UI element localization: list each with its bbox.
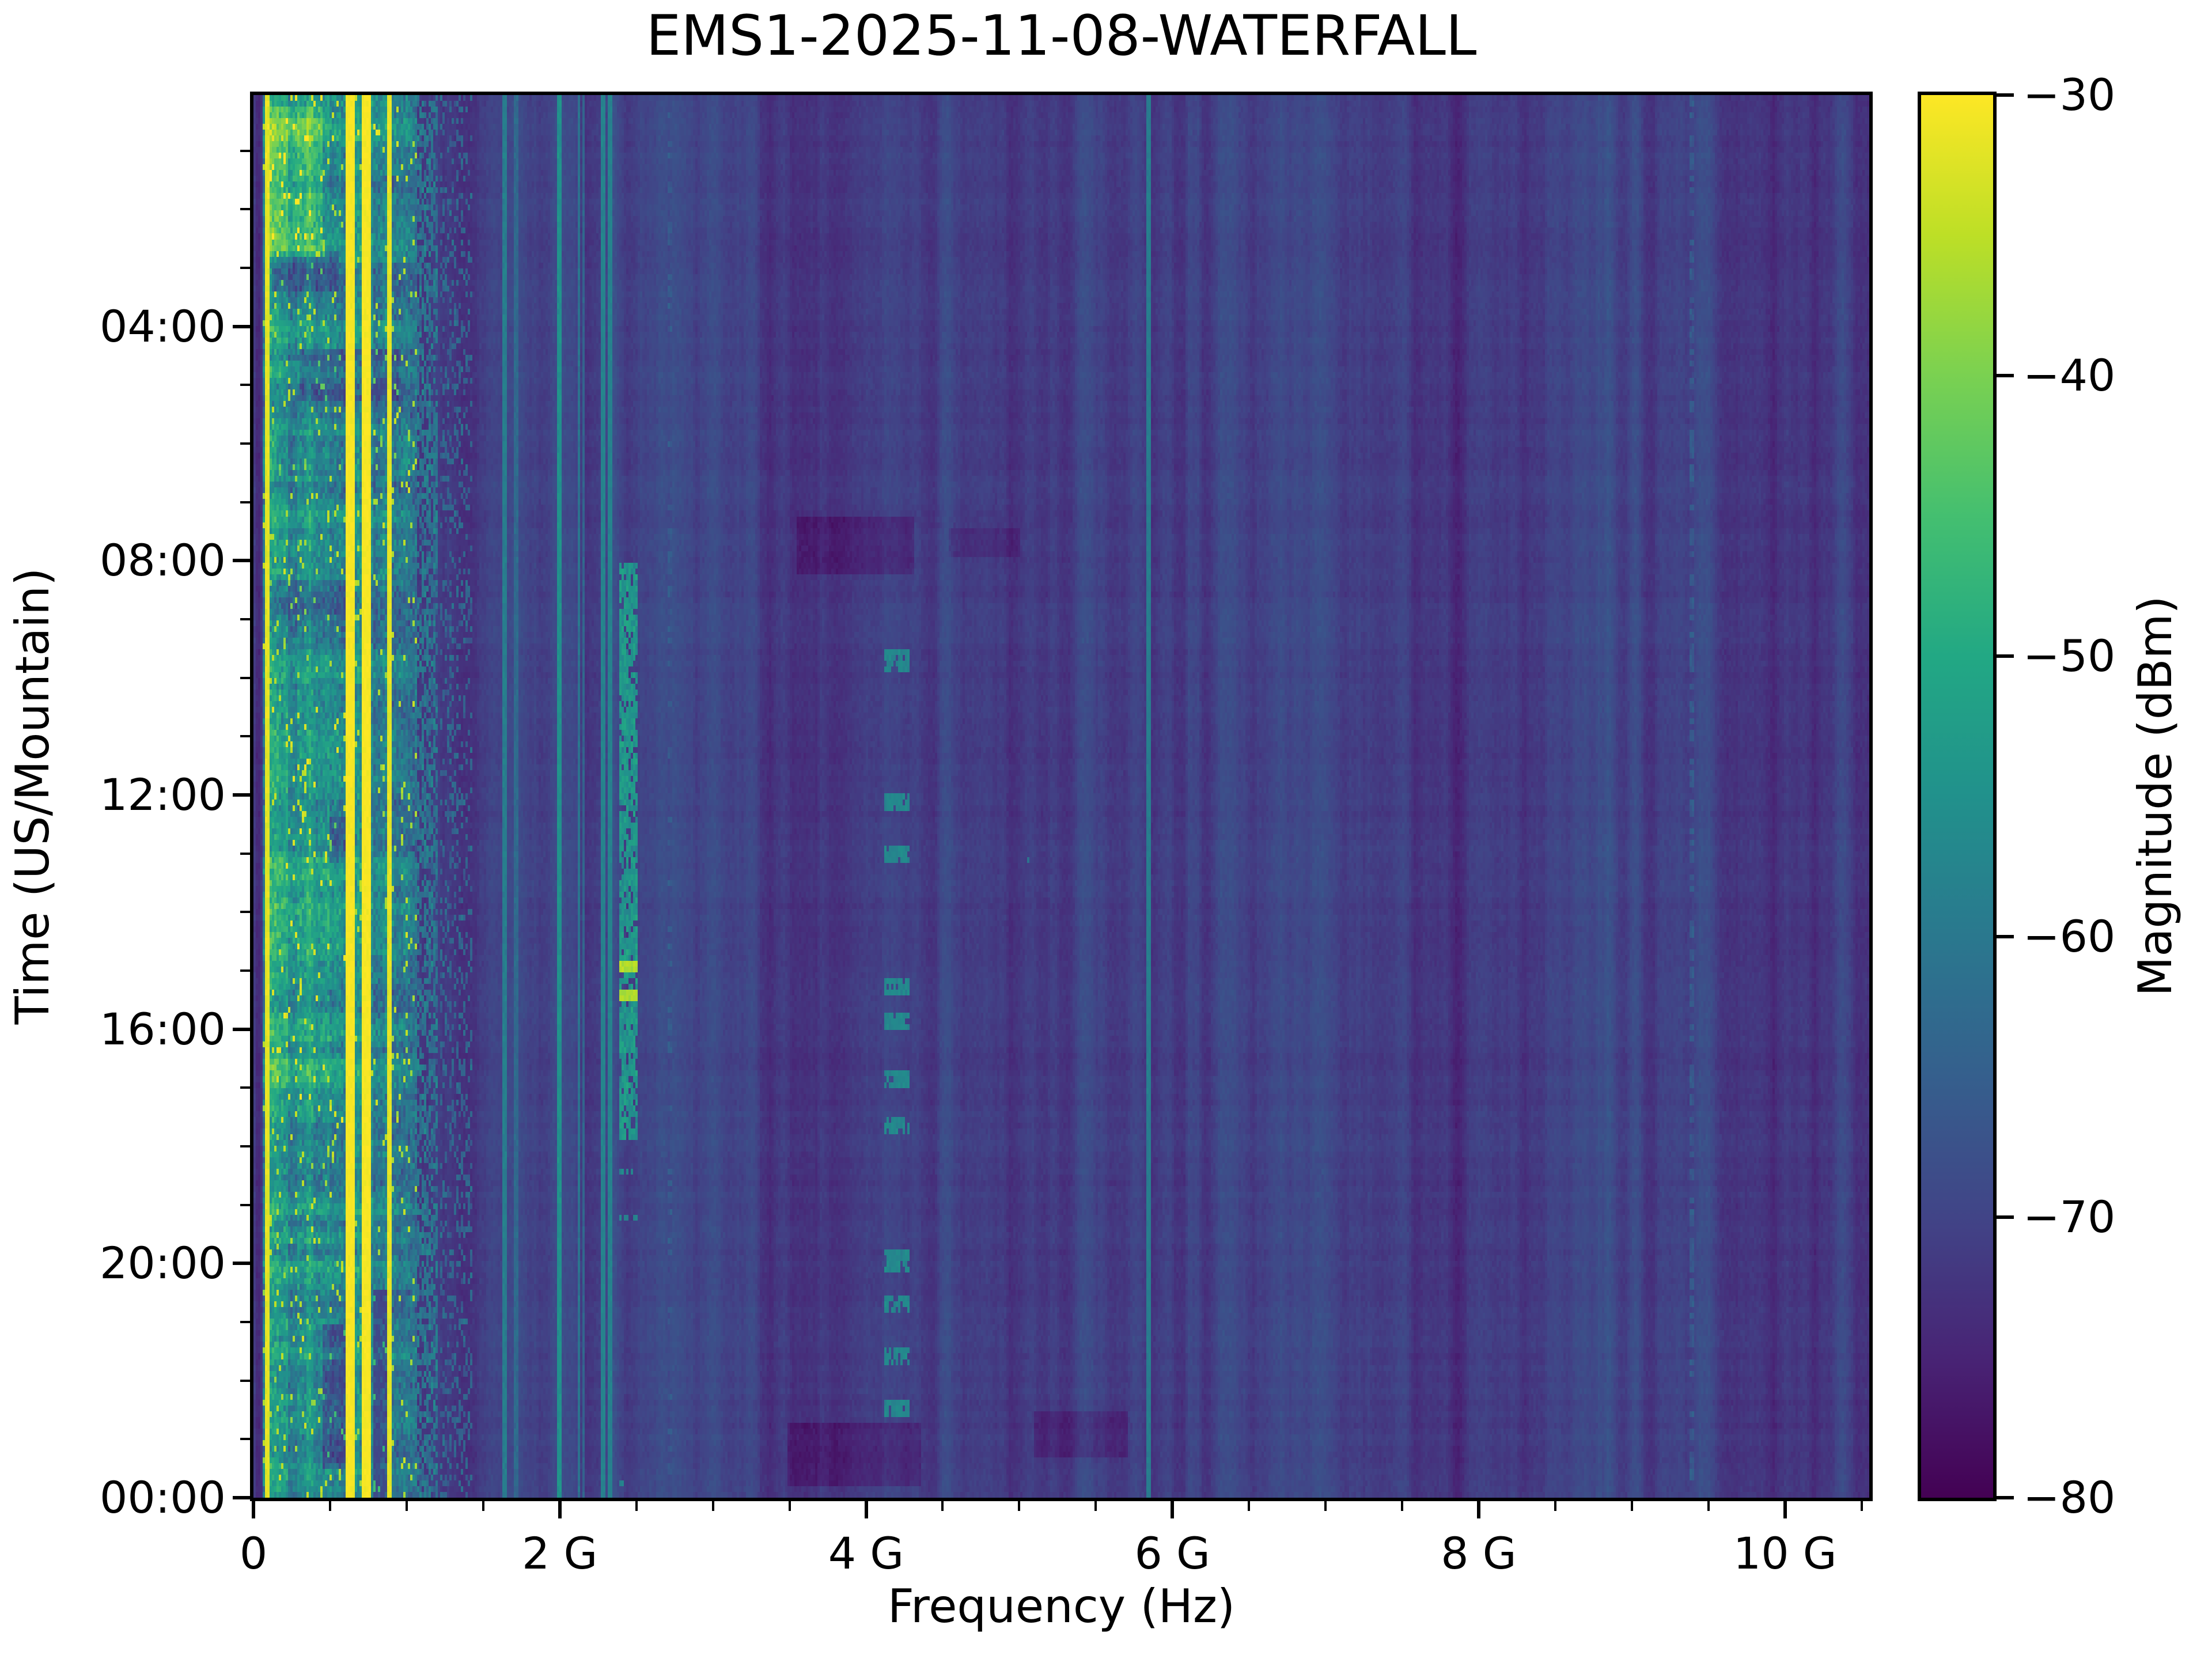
x-minor-tick xyxy=(711,1501,714,1511)
y-minor-tick xyxy=(240,384,250,387)
y-minor-tick xyxy=(240,618,250,620)
colorbar-tick-label: −40 xyxy=(2023,350,2116,401)
x-minor-tick xyxy=(1630,1501,1633,1511)
x-major-tick xyxy=(1783,1501,1787,1518)
x-major-tick xyxy=(1171,1501,1175,1518)
y-tick-label: 16:00 xyxy=(99,1003,226,1055)
y-minor-tick xyxy=(240,911,250,914)
colorbar-gradient xyxy=(1921,95,1993,1498)
y-minor-tick xyxy=(240,501,250,503)
x-minor-tick xyxy=(1324,1501,1327,1511)
x-tick-label: 8 G xyxy=(1441,1528,1517,1579)
y-tick-label: 04:00 xyxy=(99,300,226,352)
x-axis-label: Frequency (Hz) xyxy=(887,1580,1236,1633)
y-tick-label: 08:00 xyxy=(99,535,226,586)
y-tick-label: 00:00 xyxy=(99,1472,226,1523)
colorbar-tick xyxy=(1997,374,2014,377)
x-minor-tick xyxy=(328,1501,331,1511)
y-tick-label: 12:00 xyxy=(99,768,226,820)
x-minor-tick xyxy=(635,1501,638,1511)
colorbar-tick xyxy=(1997,935,2014,938)
colorbar-tick-label: −30 xyxy=(2023,69,2116,120)
x-minor-tick xyxy=(788,1501,791,1511)
x-minor-tick xyxy=(405,1501,408,1511)
axes-frame xyxy=(250,92,1873,1501)
y-major-tick xyxy=(233,324,250,328)
y-axis-label: Time (US/Mountain) xyxy=(6,567,59,1025)
y-minor-tick xyxy=(240,735,250,738)
y-major-tick xyxy=(233,793,250,797)
x-major-tick xyxy=(252,1501,255,1518)
colorbar-tick xyxy=(1997,1496,2014,1499)
y-major-tick xyxy=(233,559,250,563)
colorbar-label: Magnitude (dBm) xyxy=(2128,596,2182,997)
x-tick-label: 2 G xyxy=(522,1528,598,1579)
x-minor-tick xyxy=(1554,1501,1556,1511)
y-minor-tick xyxy=(240,1320,250,1323)
colorbar-tick xyxy=(1997,1215,2014,1219)
colorbar-tick xyxy=(1997,654,2014,658)
y-minor-tick xyxy=(240,676,250,679)
x-major-tick xyxy=(558,1501,562,1518)
y-major-tick xyxy=(233,1262,250,1266)
y-minor-tick xyxy=(240,1145,250,1147)
colorbar-tick-label: −80 xyxy=(2023,1472,2116,1523)
colorbar-frame xyxy=(1918,92,1997,1501)
y-tick-label: 20:00 xyxy=(99,1237,226,1289)
waterfall-heatmap xyxy=(253,95,1869,1498)
y-minor-tick xyxy=(240,852,250,855)
x-minor-tick xyxy=(1401,1501,1404,1511)
y-minor-tick xyxy=(240,969,250,972)
x-major-tick xyxy=(864,1501,868,1518)
x-minor-tick xyxy=(1860,1501,1863,1511)
y-minor-tick xyxy=(240,442,250,445)
y-major-tick xyxy=(233,1027,250,1031)
colorbar-tick-label: −70 xyxy=(2023,1191,2116,1243)
x-minor-tick xyxy=(1018,1501,1021,1511)
y-major-tick xyxy=(233,1496,250,1499)
y-minor-tick xyxy=(240,1203,250,1206)
x-minor-tick xyxy=(1248,1501,1251,1511)
x-minor-tick xyxy=(1094,1501,1097,1511)
colorbar-tick-label: −60 xyxy=(2023,911,2116,962)
x-minor-tick xyxy=(482,1501,484,1511)
x-tick-label: 6 G xyxy=(1134,1528,1210,1579)
x-minor-tick xyxy=(1707,1501,1710,1511)
y-minor-tick xyxy=(240,1438,250,1441)
y-minor-tick xyxy=(240,149,250,152)
x-minor-tick xyxy=(941,1501,944,1511)
y-minor-tick xyxy=(240,208,250,211)
y-minor-tick xyxy=(240,266,250,269)
chart-title: EMS1-2025-11-08-WATERFALL xyxy=(646,3,1477,68)
x-tick-label: 10 G xyxy=(1733,1528,1837,1579)
colorbar-tick xyxy=(1997,93,2014,97)
x-tick-label: 0 xyxy=(239,1528,268,1579)
x-major-tick xyxy=(1477,1501,1480,1518)
y-minor-tick xyxy=(240,1086,250,1089)
x-tick-label: 4 G xyxy=(828,1528,904,1579)
y-minor-tick xyxy=(240,1379,250,1382)
colorbar-tick-label: −50 xyxy=(2023,630,2116,681)
